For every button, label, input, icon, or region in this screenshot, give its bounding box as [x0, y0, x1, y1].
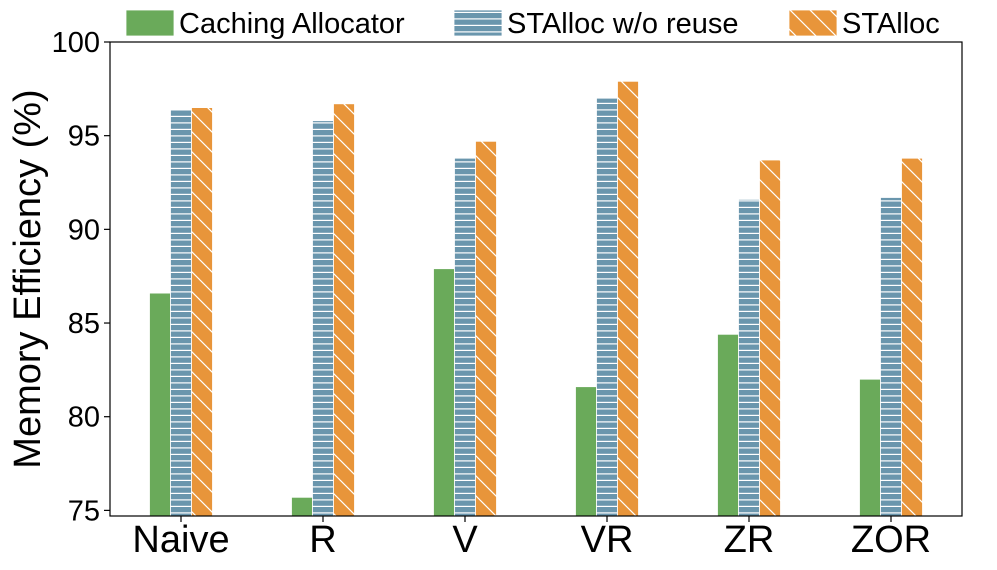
legend: Caching Allocator STAlloc w/o reuse STAllo…	[125, 8, 940, 40]
y-tick-label: 85	[68, 308, 100, 340]
bar-r-caching-allocator	[291, 496, 313, 517]
bar-naive-stalloc-w-o-reuse	[170, 109, 192, 517]
bar-r-stalloc-w-o-reuse	[312, 120, 334, 517]
y-tick-label: 90	[68, 214, 100, 246]
legend-swatch-stalloc	[788, 9, 838, 37]
bar-zr-stalloc	[759, 159, 781, 517]
x-tick-label: ZR	[724, 519, 775, 561]
legend-swatch-stalloc-w-o-reuse	[453, 9, 503, 37]
bar-zr-caching-allocator	[717, 333, 739, 517]
bar-naive-stalloc	[191, 107, 213, 517]
bars-group	[149, 80, 923, 517]
bar-vr-stalloc	[617, 80, 639, 517]
x-tick-label: Naive	[132, 519, 229, 561]
bar-v-caching-allocator	[433, 268, 455, 517]
y-tick-label: 80	[68, 402, 100, 434]
y-tick-label: 95	[68, 121, 100, 153]
y-axis-label: Memory Efficiency (%)	[7, 89, 49, 468]
x-tick-label: R	[309, 519, 336, 561]
legend-label-stalloc: STAlloc	[842, 8, 940, 40]
y-axis: 75 80 85 90 95 100	[52, 27, 110, 527]
bar-zor-caching-allocator	[859, 378, 881, 517]
bar-v-stalloc	[475, 140, 497, 517]
x-axis: Naive R V VR ZR ZOR	[132, 516, 931, 561]
bar-zor-stalloc	[901, 157, 923, 517]
x-tick-label: ZOR	[851, 519, 931, 561]
bar-v-stalloc-w-o-reuse	[454, 157, 476, 517]
x-tick-label: V	[452, 519, 478, 561]
bar-vr-caching-allocator	[575, 386, 597, 517]
legend-label-stalloc-w-o-reuse: STAlloc w/o reuse	[507, 8, 739, 40]
legend-swatch-caching-allocator	[125, 9, 175, 37]
bar-naive-caching-allocator	[149, 292, 171, 517]
bar-zr-stalloc-w-o-reuse	[738, 198, 760, 517]
y-tick-label: 100	[52, 27, 100, 59]
bar-zor-stalloc-w-o-reuse	[880, 197, 902, 517]
legend-label-caching-allocator: Caching Allocator	[179, 8, 405, 40]
x-tick-label: VR	[581, 519, 634, 561]
y-tick-label: 75	[68, 495, 100, 527]
plot-frame	[109, 41, 963, 517]
bar-vr-stalloc-w-o-reuse	[596, 97, 618, 517]
bar-r-stalloc	[333, 103, 355, 517]
